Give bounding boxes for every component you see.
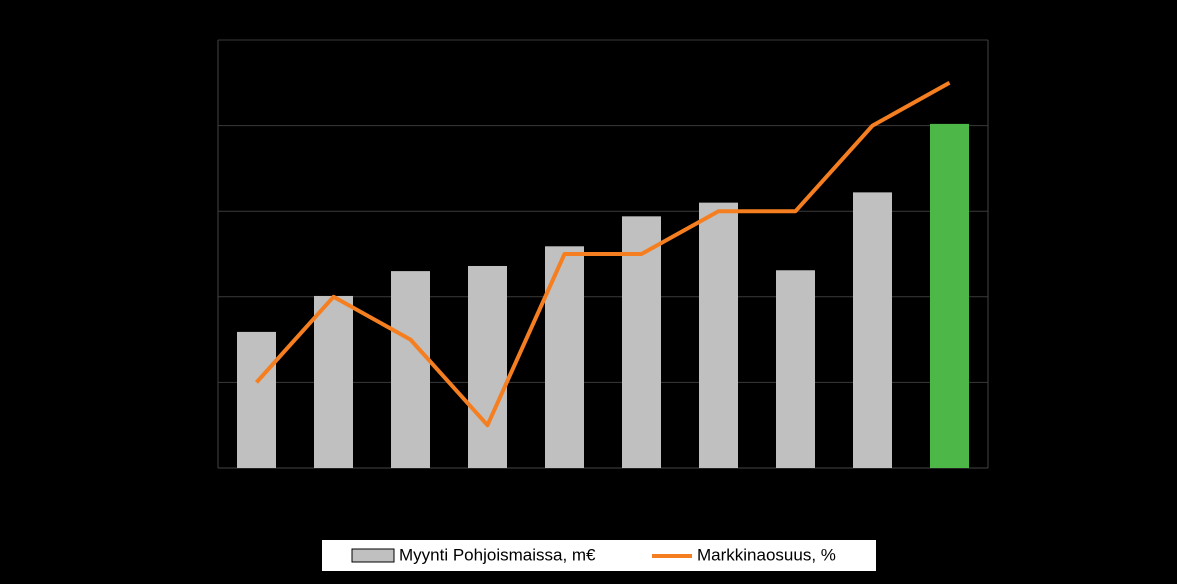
bar xyxy=(237,331,276,468)
bar xyxy=(930,123,969,468)
bar xyxy=(391,271,430,468)
bar xyxy=(622,216,661,468)
line xyxy=(255,81,951,428)
bar xyxy=(853,192,892,469)
legend-label: Markkinaosuus, % xyxy=(697,545,836,564)
bar xyxy=(468,265,507,468)
legend-swatch xyxy=(351,548,395,563)
bar xyxy=(776,270,815,468)
legend-label: Myynti Pohjoismaissa, m€ xyxy=(399,545,596,564)
bar xyxy=(314,295,353,468)
bar xyxy=(699,202,738,468)
legend-box xyxy=(322,540,876,571)
